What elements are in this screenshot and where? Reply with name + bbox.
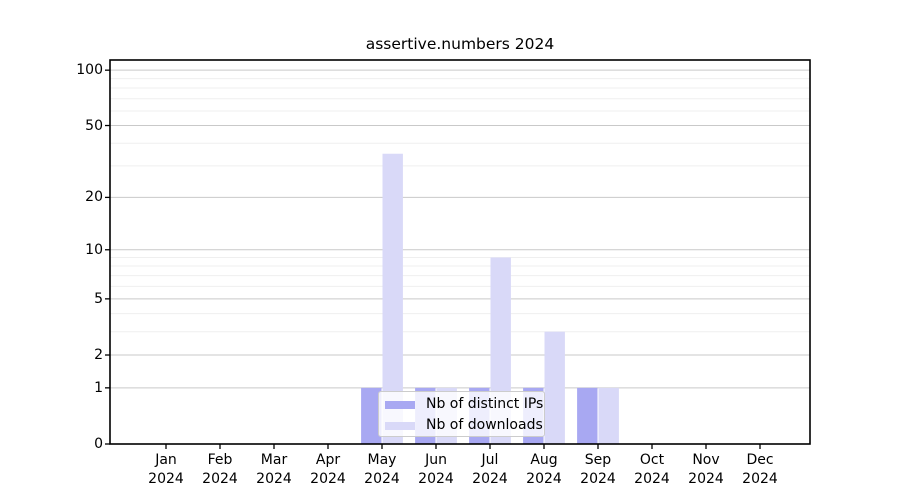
y-tick-label: 2 — [94, 347, 103, 363]
legend-label-downloads: Nb of downloads — [426, 417, 543, 433]
y-tick-label: 20 — [85, 189, 103, 206]
x-tick-label: Jun 2024 — [418, 452, 454, 487]
legend-label-distinct-ips: Nb of distinct IPs — [426, 396, 544, 412]
bar-distinct-ips — [361, 387, 382, 444]
y-tick-label: 0 — [94, 436, 103, 452]
bar-distinct-ips — [577, 387, 598, 444]
plot-area — [105, 59, 811, 449]
x-tick-label: Apr 2024 — [310, 452, 346, 487]
x-tick-label: Oct 2024 — [634, 452, 670, 487]
legend-item-downloads: Nb of downloads — [385, 415, 543, 436]
legend: Nb of distinct IPs Nb of downloads — [378, 391, 545, 437]
legend-swatch-distinct-ips — [385, 400, 415, 409]
x-tick-label: Mar 2024 — [256, 452, 292, 487]
x-tick-label: Feb 2024 — [202, 452, 238, 487]
chart-title: assertive.numbers 2024 — [365, 35, 555, 53]
y-tick-label: 100 — [76, 62, 103, 79]
y-tick-label: 10 — [85, 241, 103, 258]
y-tick-label: 5 — [94, 290, 103, 307]
x-tick-label: May 2024 — [364, 452, 400, 487]
bar-downloads — [598, 387, 619, 444]
x-tick-label: Aug 2024 — [526, 452, 562, 487]
legend-item-distinct-ips: Nb of distinct IPs — [385, 394, 543, 415]
x-tick-label: Jul 2024 — [472, 452, 508, 487]
x-tick-label: Dec 2024 — [742, 452, 778, 487]
x-tick-label: Jan 2024 — [148, 452, 184, 487]
x-tick-label: Nov 2024 — [688, 452, 724, 487]
y-tick-label: 50 — [85, 117, 103, 134]
legend-swatch-downloads — [385, 421, 415, 430]
bar-downloads — [544, 331, 565, 444]
bar-downloads — [382, 153, 403, 444]
y-tick-label: 1 — [94, 379, 103, 396]
x-tick-label: Sep 2024 — [580, 452, 616, 487]
plot-border — [109, 59, 811, 445]
